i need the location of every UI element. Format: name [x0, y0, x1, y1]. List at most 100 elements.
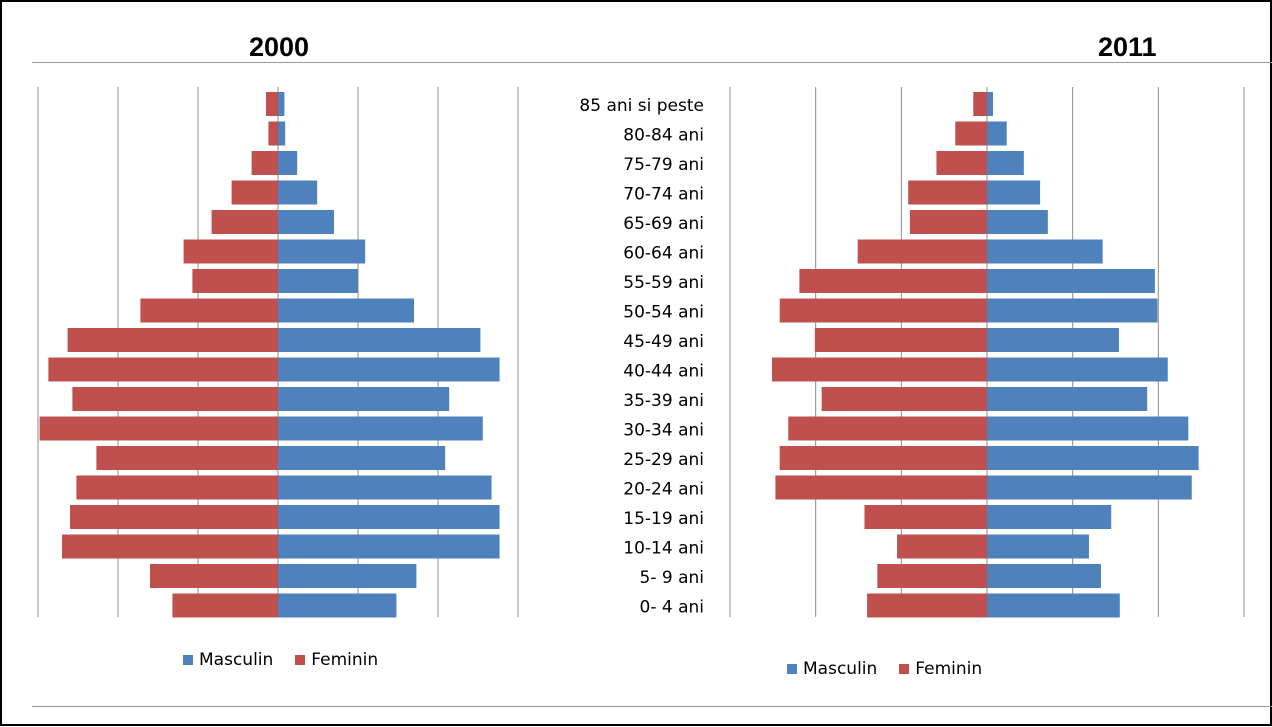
bar-feminin — [251, 151, 278, 175]
bar-feminin — [814, 328, 987, 352]
bar-feminin — [183, 239, 278, 264]
bar-masculin — [278, 534, 500, 559]
bar-feminin — [39, 416, 278, 441]
bar-feminin — [771, 357, 987, 382]
top-divider — [32, 62, 1272, 63]
bars-2000 — [39, 92, 500, 618]
bar-masculin — [278, 239, 366, 264]
bar-masculin — [987, 564, 1101, 588]
masculin-swatch — [183, 655, 193, 665]
bar-masculin — [278, 593, 397, 618]
bar-masculin — [987, 210, 1048, 234]
bar-feminin — [864, 505, 987, 529]
bar-feminin — [799, 269, 987, 293]
bar-feminin — [779, 298, 987, 323]
bar-feminin — [775, 475, 987, 500]
bar-masculin — [987, 593, 1120, 618]
bar-masculin — [278, 92, 285, 116]
bar-masculin — [987, 475, 1192, 500]
bar-masculin — [987, 328, 1119, 352]
bar-feminin — [72, 387, 279, 411]
bar-feminin — [857, 239, 987, 264]
bar-feminin — [172, 593, 278, 618]
bar-feminin — [897, 534, 987, 559]
bar-masculin — [278, 121, 286, 146]
bar-feminin — [70, 505, 278, 529]
age-group-label: 65-69 ani — [623, 214, 704, 234]
bar-feminin — [48, 357, 279, 382]
bar-masculin — [987, 446, 1199, 470]
bar-feminin — [231, 180, 278, 205]
legend-label-feminin: Feminin — [311, 650, 379, 670]
bar-feminin — [788, 416, 987, 441]
masculin-swatch — [787, 664, 797, 674]
bar-feminin — [268, 121, 278, 146]
bar-masculin — [278, 328, 481, 352]
legend-item-masculin: Masculin — [183, 650, 273, 670]
bar-masculin — [278, 180, 318, 205]
age-group-label: 50-54 ani — [623, 303, 704, 323]
bar-masculin — [278, 357, 500, 382]
legend-label-feminin: Feminin — [915, 659, 983, 679]
age-group-labels: 85 ani si peste 80-84 ani 75-79 ani 70-74 a… — [579, 96, 704, 618]
feminin-swatch — [295, 655, 306, 665]
bar-masculin — [278, 475, 492, 500]
bars-2011 — [771, 92, 1199, 618]
bar-masculin — [987, 298, 1158, 323]
bar-feminin — [211, 210, 278, 234]
bar-feminin — [76, 475, 279, 500]
age-group-label: 30-34 ani — [623, 421, 704, 441]
bar-masculin — [278, 505, 500, 529]
age-group-label: 60-64 ani — [623, 244, 704, 264]
bar-masculin — [278, 151, 298, 175]
bar-masculin — [278, 210, 334, 234]
age-group-label: 25-29 ani — [623, 450, 704, 470]
bar-masculin — [987, 151, 1024, 175]
bar-masculin — [987, 180, 1041, 205]
bar-feminin — [67, 328, 278, 352]
bar-masculin — [987, 505, 1112, 529]
legend-label-masculin: Masculin — [803, 659, 878, 679]
bar-feminin — [877, 564, 987, 588]
bar-feminin — [96, 446, 279, 470]
bar-feminin — [266, 92, 278, 116]
bar-feminin — [973, 92, 987, 116]
bar-masculin — [987, 92, 993, 116]
bar-masculin — [278, 446, 446, 470]
age-group-label: 10-14 ani — [623, 539, 704, 559]
legend-item-feminin: Feminin — [899, 659, 982, 679]
bar-masculin — [987, 416, 1189, 441]
legend-item-feminin: Feminin — [295, 650, 378, 670]
age-group-label: 0- 4 ani — [640, 598, 705, 618]
bar-feminin — [955, 121, 987, 146]
bar-masculin — [278, 298, 414, 323]
bar-feminin — [909, 210, 987, 234]
legend-2000: Masculin Feminin — [183, 650, 400, 670]
bar-masculin — [987, 121, 1007, 146]
bottom-divider — [32, 706, 1272, 707]
bar-masculin — [278, 387, 450, 411]
bar-masculin — [987, 239, 1103, 264]
legend-2011: Masculin Feminin — [787, 659, 1004, 679]
age-group-label: 85 ani si peste — [579, 96, 704, 116]
age-group-label: 35-39 ani — [623, 391, 704, 411]
bar-feminin — [192, 269, 278, 293]
age-group-label: 20-24 ani — [623, 480, 704, 500]
bar-masculin — [278, 416, 483, 441]
age-group-label: 45-49 ani — [623, 332, 704, 352]
chart-title-2000: 2000 — [249, 32, 310, 62]
bar-feminin — [140, 298, 278, 323]
bar-feminin — [936, 151, 987, 175]
legend-label-masculin: Masculin — [199, 650, 274, 670]
bar-masculin — [278, 564, 417, 588]
bar-feminin — [150, 564, 278, 588]
age-group-label: 80-84 ani — [623, 126, 704, 146]
bar-feminin — [779, 446, 987, 470]
age-group-label: 40-44 ani — [623, 362, 704, 382]
bar-feminin — [821, 387, 987, 411]
age-group-label: 55-59 ani — [623, 273, 704, 293]
age-group-label: 15-19 ani — [623, 509, 704, 529]
bar-masculin — [987, 357, 1168, 382]
age-group-label: 70-74 ani — [623, 185, 704, 205]
